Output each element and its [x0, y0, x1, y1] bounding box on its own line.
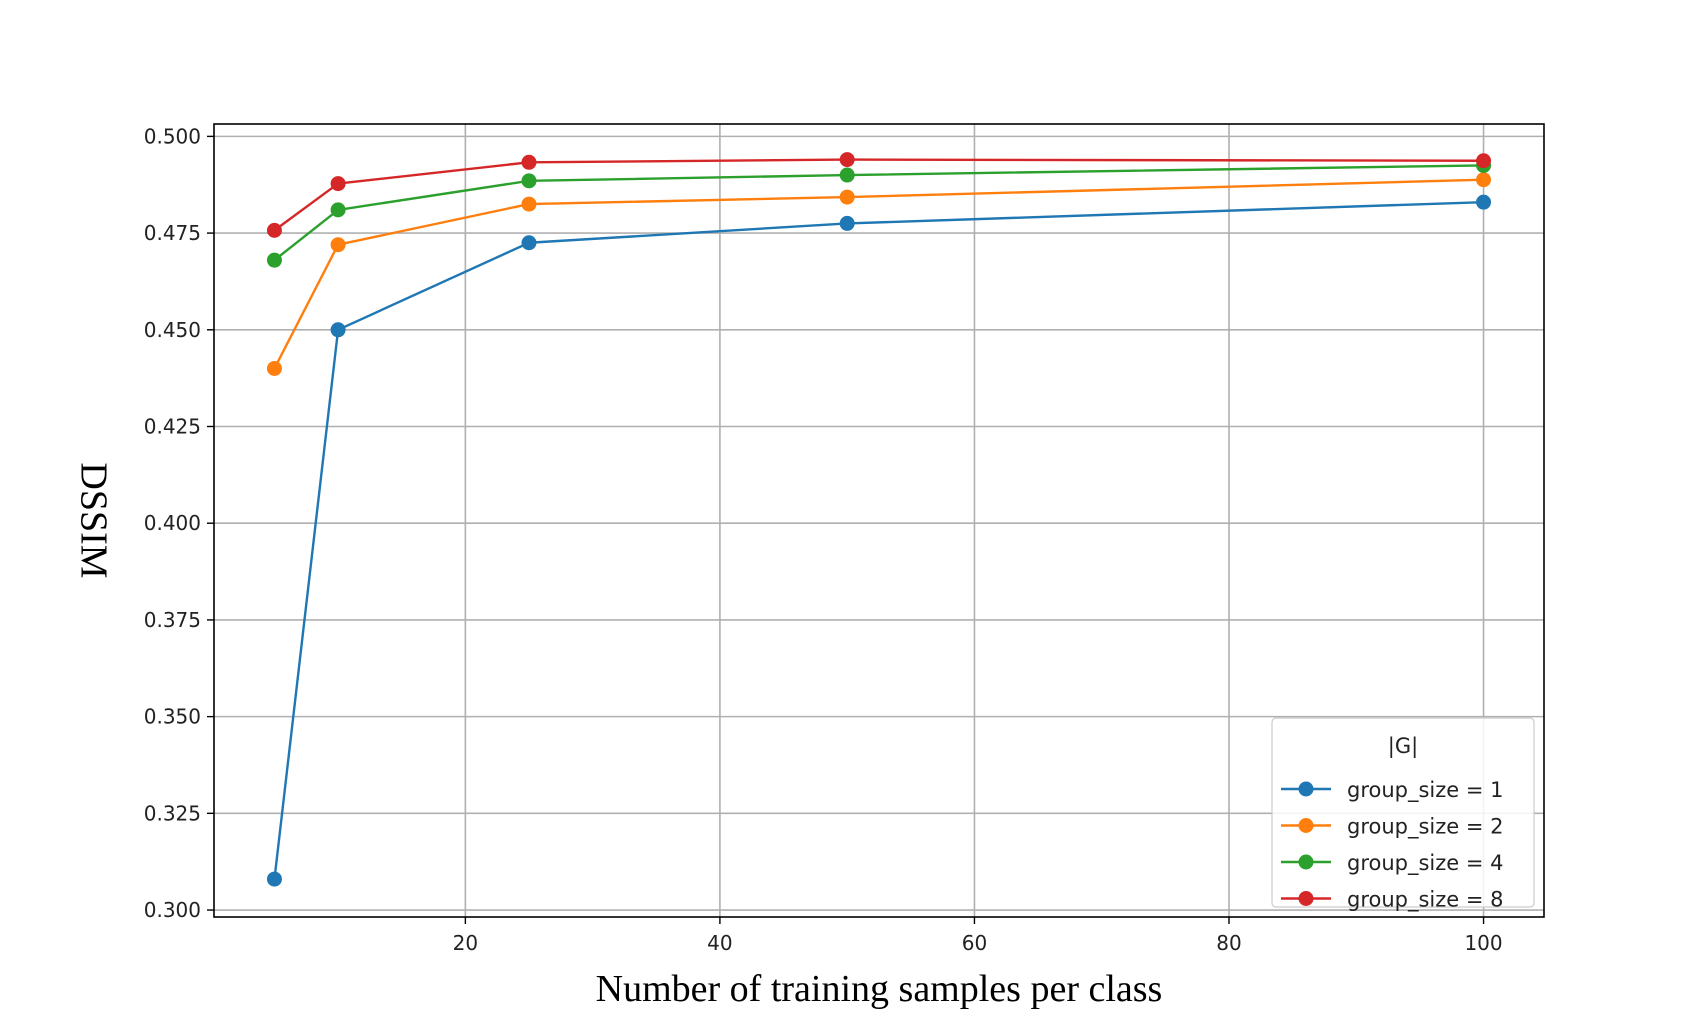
data-point: [330, 202, 346, 218]
y-tick-label: 0.375: [144, 608, 201, 632]
y-tick-label: 0.450: [144, 318, 201, 342]
y-tick-label: 0.425: [144, 415, 201, 439]
grid-lines: [214, 124, 1544, 917]
legend-title: |G|: [1388, 734, 1418, 759]
y-tick-label: 0.350: [144, 705, 201, 729]
legend-marker: [1298, 891, 1314, 906]
y-tick-label: 0.400: [144, 511, 201, 535]
data-point: [521, 196, 537, 212]
legend-label-group-size-3: group_size = 4: [1347, 851, 1504, 876]
x-tick-label: 60: [962, 931, 987, 955]
data-point: [266, 222, 282, 238]
data-point: [266, 871, 282, 887]
data-point: [521, 235, 537, 251]
y-tick-label: 0.300: [144, 898, 201, 922]
y-tick-label: 0.500: [144, 124, 201, 148]
legend-marker: [1298, 818, 1314, 833]
data-point: [1476, 194, 1492, 210]
data-point: [839, 167, 855, 183]
data-point: [266, 360, 282, 376]
data-point: [1476, 153, 1492, 169]
data-point: [330, 176, 346, 192]
legend: |G| group_size = 1 group_size = 2 group_si…: [1271, 717, 1535, 913]
x-tick-label: 20: [453, 931, 478, 955]
x-tick-label: 40: [707, 931, 732, 955]
y-tick-label: 0.325: [144, 801, 201, 825]
y-tick-label: 0.475: [144, 221, 201, 245]
legend-label-group-size-4: group_size = 8: [1347, 888, 1504, 913]
legend-label-group-size-1: group_size = 1: [1347, 778, 1504, 803]
data-point: [521, 154, 537, 170]
data-point: [521, 173, 537, 189]
legend-marker: [1298, 854, 1314, 870]
data-point: [839, 152, 855, 168]
x-tick-label: 80: [1216, 931, 1241, 955]
axis-ticks: 20 40 60 80 100 0.300 0.325 0.350 0.375 0.400 0.42…: [144, 124, 1503, 955]
y-axis-title: DSSIM: [72, 462, 114, 578]
data-point: [266, 252, 282, 268]
legend-label-group-size-2: group_size = 2: [1347, 815, 1504, 840]
data-point: [1476, 172, 1492, 188]
legend-box: [1271, 717, 1535, 908]
data-point: [330, 237, 346, 253]
plot-frame: [213, 123, 1545, 918]
series-lines: [266, 152, 1492, 887]
data-point: [839, 215, 855, 231]
x-axis-title: Number of training samples per class: [596, 968, 1163, 1010]
legend-marker: [1298, 781, 1314, 797]
data-point: [330, 322, 346, 338]
x-tick-label: 100: [1464, 931, 1502, 955]
data-point: [839, 189, 855, 205]
